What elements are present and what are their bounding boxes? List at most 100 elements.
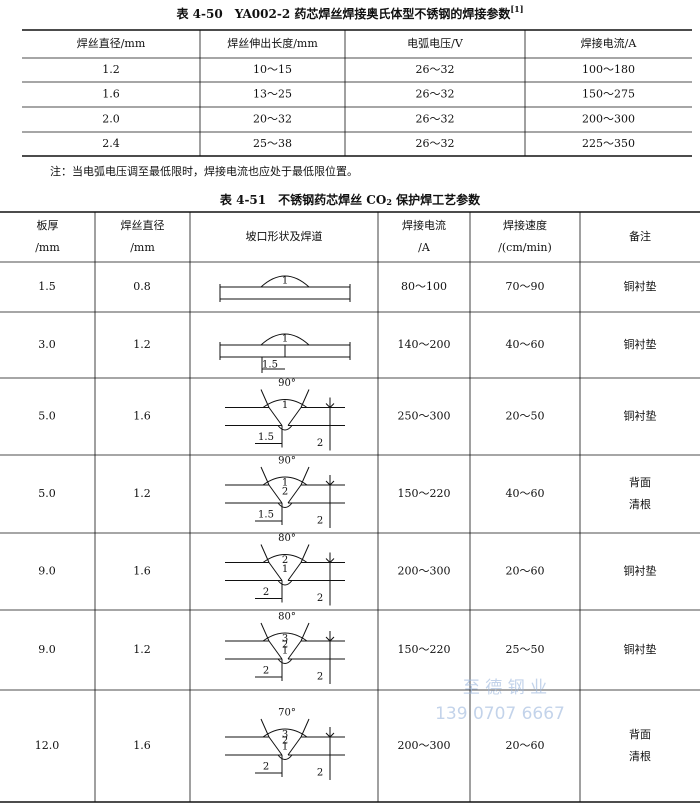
angle-label: 90° xyxy=(278,378,296,389)
plate xyxy=(225,562,345,581)
column-header: /mm xyxy=(35,241,60,254)
cell-text: 250～300 xyxy=(398,410,451,423)
cell-text: 1.6 xyxy=(133,410,151,423)
plate xyxy=(225,484,345,504)
cell-text: 1.2 xyxy=(133,643,151,656)
remark: 铜衬垫 xyxy=(624,337,657,351)
table-title: 表 4-51 不锈钢药芯焊丝 CO2 保护焊工艺参数 xyxy=(219,192,481,208)
weld-bead xyxy=(259,275,311,288)
pass-number: 2 xyxy=(282,555,288,566)
cell-text: 20～60 xyxy=(506,739,545,752)
weld-cap xyxy=(262,728,308,738)
dimension-label: 2 xyxy=(317,516,323,527)
plate xyxy=(225,407,345,426)
cell-text: 40～60 xyxy=(506,338,545,351)
remark: 清根 xyxy=(629,497,651,511)
column-header: 电弧电压/V xyxy=(407,36,464,50)
angle-lines xyxy=(260,622,310,642)
dimension xyxy=(325,631,335,684)
dimension xyxy=(325,552,335,606)
cell-text: 80～100 xyxy=(401,280,447,293)
cell-text: 3.0 xyxy=(38,338,56,351)
pass-number: 1 xyxy=(282,742,288,753)
pass-number: 2 xyxy=(282,640,288,651)
cell-text: 1.6 xyxy=(133,565,151,578)
root-bead xyxy=(277,425,293,431)
cell-text: 1.2 xyxy=(102,63,120,76)
cell-text: 25～50 xyxy=(506,643,545,656)
table-note: 注：当电弧电压调至最低限时，焊接电流也应处于最低限位置。 xyxy=(50,164,358,178)
weld-cap xyxy=(262,399,308,408)
groove-sketch xyxy=(219,275,351,302)
cell-text: 2.0 xyxy=(102,113,120,126)
dimension-label: 2 xyxy=(317,672,323,683)
cell-text: 1.6 xyxy=(133,739,151,752)
weld-cap xyxy=(262,554,308,563)
pass-number: 1 xyxy=(282,646,288,657)
pass-number: 3 xyxy=(282,730,288,741)
plate xyxy=(225,736,345,756)
weld-cap xyxy=(262,476,308,486)
weld-cap xyxy=(262,632,308,642)
dimension xyxy=(255,755,283,777)
title-text: 保护焊工艺参数 xyxy=(392,192,481,207)
title-sub: 2 xyxy=(386,197,392,207)
watermark: 至 德 钢 业 xyxy=(463,678,547,698)
watermark: 139 0707 6667 xyxy=(435,704,565,724)
column-header: 焊接电流/A xyxy=(581,36,638,50)
cell-text: 26～32 xyxy=(416,88,455,101)
pass-number: 1 xyxy=(282,478,288,489)
cell-text: 70～90 xyxy=(506,280,545,293)
pass-number: 1 xyxy=(282,564,288,575)
pass-number: 2 xyxy=(282,736,288,747)
cell-text: 26～32 xyxy=(416,137,455,150)
remark: 铜衬垫 xyxy=(624,409,657,423)
angle-lines xyxy=(260,544,310,563)
dimension-label: 2 xyxy=(317,593,323,604)
column-header: /mm xyxy=(130,241,155,254)
dimension-label: 1.5 xyxy=(258,432,274,443)
cell-text: 20～32 xyxy=(253,113,292,126)
remark: 铜衬垫 xyxy=(624,279,657,293)
dimension-label: 1.5 xyxy=(262,360,278,371)
pass-number: 1 xyxy=(282,400,288,411)
dimension xyxy=(255,503,283,525)
column-header: 焊接电流 xyxy=(402,218,446,232)
angle-label: 80° xyxy=(278,533,296,544)
remark: 背面 xyxy=(629,475,651,489)
title-ref: [1] xyxy=(510,4,523,14)
cell-text: 5.0 xyxy=(38,410,56,423)
groove-sketch xyxy=(219,333,351,373)
root-bead xyxy=(277,502,293,508)
pass-number: 1 xyxy=(282,276,288,287)
cell-text: 1.2 xyxy=(133,487,151,500)
groove-sketch xyxy=(225,622,345,684)
pass-number: 3 xyxy=(282,634,288,645)
cell-text: 100～180 xyxy=(582,63,635,76)
cell-text: 9.0 xyxy=(38,643,56,656)
column-header: 焊丝直径 xyxy=(121,218,165,232)
groove xyxy=(268,736,302,756)
cell-text: 200～300 xyxy=(398,739,451,752)
cell-text: 20～60 xyxy=(506,565,545,578)
pass-number: 2 xyxy=(282,487,288,498)
column-header: 坡口形状及焊道 xyxy=(246,229,323,243)
cell-text: 140～200 xyxy=(398,338,451,351)
groove-sketch xyxy=(225,466,345,528)
cell-text: 25～38 xyxy=(253,137,292,150)
remark: 铜衬垫 xyxy=(624,564,657,578)
dimension xyxy=(325,727,335,780)
angle-lines xyxy=(260,718,310,738)
cell-text: 26～32 xyxy=(416,63,455,76)
dimension-label: 2 xyxy=(263,666,269,677)
root-bead xyxy=(277,754,293,760)
groove xyxy=(268,562,302,581)
column-header: 板厚 xyxy=(37,218,59,232)
title-text: 表 4-51 不锈钢药芯焊丝 CO xyxy=(219,192,386,207)
cell-text: 150～220 xyxy=(398,487,451,500)
groove-sketch xyxy=(225,718,345,780)
cell-text: 1.5 xyxy=(38,280,56,293)
groove-sketch xyxy=(225,544,345,606)
weld-bead xyxy=(259,333,311,346)
